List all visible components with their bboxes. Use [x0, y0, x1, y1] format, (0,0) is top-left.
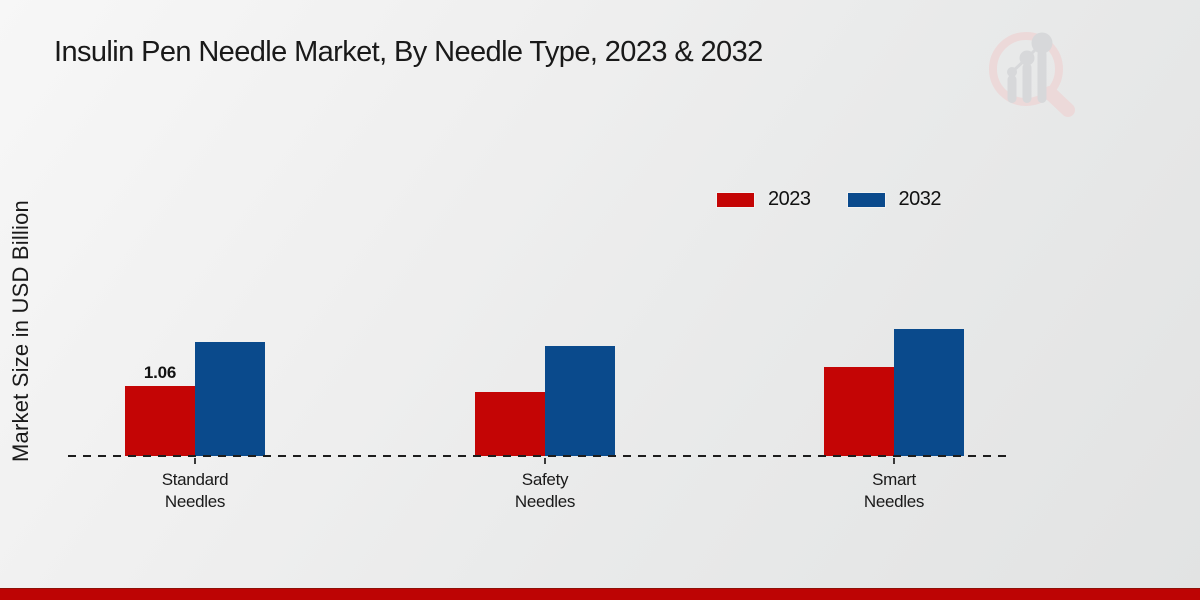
x-axis-category-label: Standard Needles — [161, 470, 229, 511]
bar-2032-standard-needles — [195, 342, 265, 456]
bar-2023-safety-needles — [475, 392, 545, 456]
magnifier-bar-chart-watermark-icon — [989, 32, 1075, 117]
x-axis-tick — [893, 458, 895, 464]
x-axis-tick — [194, 458, 196, 464]
legend: 2023 2032 — [716, 188, 941, 211]
chart-title: Insulin Pen Needle Market, By Needle Typ… — [54, 36, 763, 68]
legend-item-2032: 2032 — [846, 188, 942, 211]
bar-2023-standard-needles — [125, 386, 195, 456]
footer-accent-bar — [0, 588, 1200, 600]
x-axis-category-label: Smart Needles — [863, 470, 925, 511]
x-axis-tick — [544, 458, 546, 464]
legend-item-2023: 2023 — [716, 188, 811, 211]
legend-label-2032: 2032 — [898, 188, 942, 210]
legend-swatch-2023 — [716, 191, 755, 208]
bar-2032-safety-needles — [545, 346, 615, 456]
bar-value-label: 1.06 — [143, 363, 177, 382]
x-axis-baseline — [68, 455, 1008, 457]
bar-2032-smart-needles — [894, 329, 964, 456]
legend-label-2023: 2023 — [768, 188, 811, 210]
bar-2023-smart-needles — [824, 367, 894, 456]
legend-swatch-2032 — [846, 191, 886, 208]
x-axis-category-label: Safety Needles — [514, 470, 576, 511]
